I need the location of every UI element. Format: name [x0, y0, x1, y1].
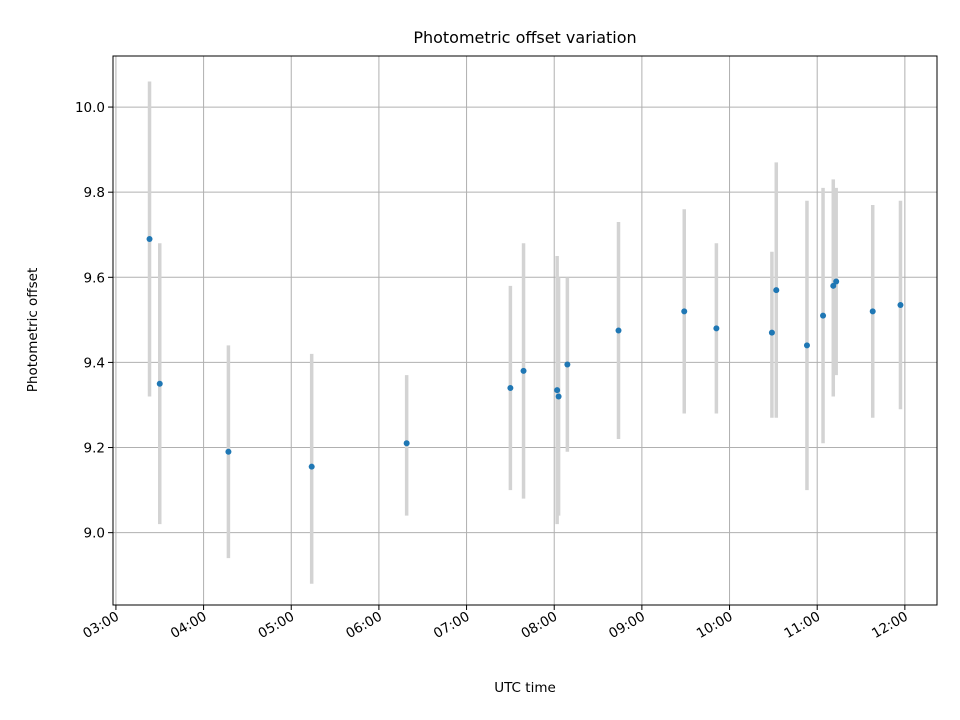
data-point	[713, 325, 720, 332]
x-tick-label: 09:00	[606, 609, 648, 642]
axis-ticks: 03:00 04:00 05:00 06:00 07:00 08:00 09:00 10:00…	[75, 100, 911, 642]
error-bars	[147, 81, 903, 584]
data-point	[820, 312, 827, 319]
data-points	[146, 236, 904, 470]
chart-title: Photometric offset variation	[413, 28, 636, 47]
y-tick-label: 9.4	[84, 355, 105, 371]
data-point	[403, 440, 410, 447]
data-point	[803, 342, 810, 349]
x-tick-label: 08:00	[519, 609, 561, 642]
data-point	[833, 278, 840, 285]
y-tick-label: 10.0	[75, 100, 105, 116]
data-point	[564, 361, 571, 368]
data-point	[768, 329, 775, 336]
x-tick-label: 03:00	[80, 609, 122, 642]
data-point	[555, 393, 562, 400]
y-tick-label: 9.2	[84, 441, 105, 457]
data-point	[507, 384, 514, 391]
data-point	[681, 308, 688, 315]
data-point	[156, 380, 163, 387]
data-point	[554, 387, 561, 394]
y-axis-label: Photometric offset	[25, 268, 41, 392]
data-point	[615, 327, 622, 334]
data-point	[830, 282, 837, 289]
x-tick-label: 11:00	[782, 609, 824, 642]
x-tick-label: 06:00	[343, 609, 385, 642]
data-point	[225, 448, 232, 455]
y-tick-label: 9.0	[84, 526, 105, 542]
x-tick-label: 04:00	[168, 609, 210, 642]
x-tick-label: 12:00	[869, 609, 911, 642]
data-point	[869, 308, 876, 315]
x-tick-label: 05:00	[256, 609, 298, 642]
plot-frame	[112, 55, 938, 606]
x-tick-label: 07:00	[431, 609, 473, 642]
data-point	[520, 367, 527, 374]
data-point	[897, 301, 904, 308]
y-tick-label: 9.6	[84, 270, 105, 286]
data-point	[773, 287, 780, 294]
y-tick-label: 9.8	[84, 185, 105, 201]
x-axis-label: UTC time	[494, 680, 556, 696]
data-point	[146, 236, 153, 242]
x-tick-label: 10:00	[694, 609, 736, 642]
data-point	[308, 463, 315, 470]
